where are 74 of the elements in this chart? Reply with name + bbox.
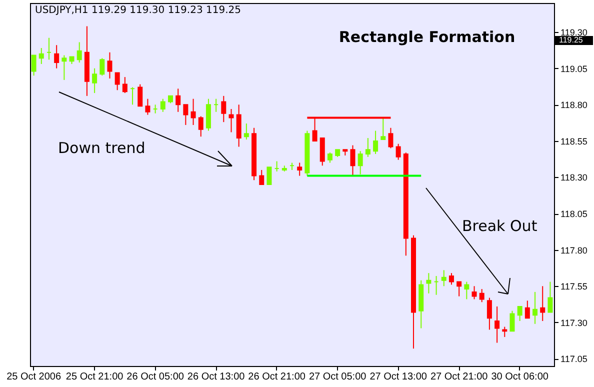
candlestick <box>548 281 553 313</box>
x-tick-label: 25 Oct 2006 <box>6 372 62 382</box>
x-tick-label: 30 Oct 06:00 <box>491 372 549 382</box>
candlestick <box>532 291 538 324</box>
y-tick-label: 117.80 <box>560 245 588 256</box>
y-tick-label: 119.05 <box>560 64 588 74</box>
candlestick <box>183 104 188 126</box>
candlestick <box>350 144 356 176</box>
candlestick <box>266 166 272 185</box>
x-tick-label: 26 Oct 05:00 <box>126 372 184 382</box>
text: Rectangle Formation <box>338 28 516 46</box>
candlestick <box>456 281 462 297</box>
candlestick <box>365 138 370 158</box>
candlestick <box>486 297 492 330</box>
candlestick <box>494 306 500 344</box>
candlestick <box>472 286 477 300</box>
candlestick <box>464 281 470 300</box>
candlestick <box>441 270 446 287</box>
candlestick <box>160 98 166 112</box>
y-tick-label: 118.05 <box>560 209 588 220</box>
candlestick <box>502 326 508 338</box>
y-tick-label: 119.30 <box>560 28 588 38</box>
candlestick <box>448 272 454 286</box>
y-tick-label: 117.05 <box>560 354 588 364</box>
candlestick <box>31 54 36 76</box>
candlestick <box>62 54 67 80</box>
candlestick <box>524 300 530 319</box>
candlestick <box>198 116 204 138</box>
candlestick <box>358 150 363 175</box>
x-tick-label: 27 Oct 13:00 <box>370 372 428 382</box>
candlestick <box>190 98 196 126</box>
x-tick-label: 27 Oct 21:00 <box>430 372 488 382</box>
annotation: Break Out <box>462 217 538 235</box>
candlestick <box>100 58 105 76</box>
candlestick <box>320 138 325 166</box>
y-tick-label: 117.30 <box>560 318 588 328</box>
candlestick <box>114 72 120 91</box>
candlestick <box>510 310 515 332</box>
candlestick <box>176 88 181 112</box>
candlestick <box>92 68 98 94</box>
candlestick <box>388 127 394 149</box>
candlestick <box>479 288 484 303</box>
x-tick-label: 26 Oct 21:00 <box>248 372 306 382</box>
annotation: USDJPY,H1 119.29 119.30 119.23 119.25 <box>35 5 241 16</box>
text: 119.25 <box>559 36 584 44</box>
y-tick-label: 118.80 <box>560 100 588 110</box>
candlestick <box>259 169 264 185</box>
candlestick <box>426 272 432 294</box>
x-tick-label: 25 Oct 21:00 <box>66 372 124 382</box>
candlestick <box>221 95 226 123</box>
candlestick <box>396 143 401 160</box>
candlestick <box>540 286 546 322</box>
candlestick <box>380 117 386 140</box>
candlestick <box>236 104 242 148</box>
y-tick-label: 118.55 <box>560 136 588 146</box>
y-tick-label: 118.30 <box>560 172 588 183</box>
candlestick <box>244 123 249 140</box>
candlestick <box>327 152 332 164</box>
x-tick-label: 26 Oct 13:00 <box>187 372 246 382</box>
candlestick <box>122 76 128 94</box>
candlestick <box>206 98 211 132</box>
y-tick-label: 117.55 <box>560 282 588 292</box>
candlestick <box>76 42 82 64</box>
candlestick <box>517 306 522 322</box>
annotation: Down trend <box>58 139 146 157</box>
candlestick <box>228 108 234 133</box>
candlestick <box>145 98 150 116</box>
candlestick <box>297 162 302 176</box>
candlestick <box>107 52 112 80</box>
candlestick <box>54 44 60 69</box>
candlestick <box>373 130 378 155</box>
candlestick <box>38 48 44 64</box>
candlestick <box>138 84 143 107</box>
x-tick-label: 27 Oct 05:00 <box>308 372 367 382</box>
